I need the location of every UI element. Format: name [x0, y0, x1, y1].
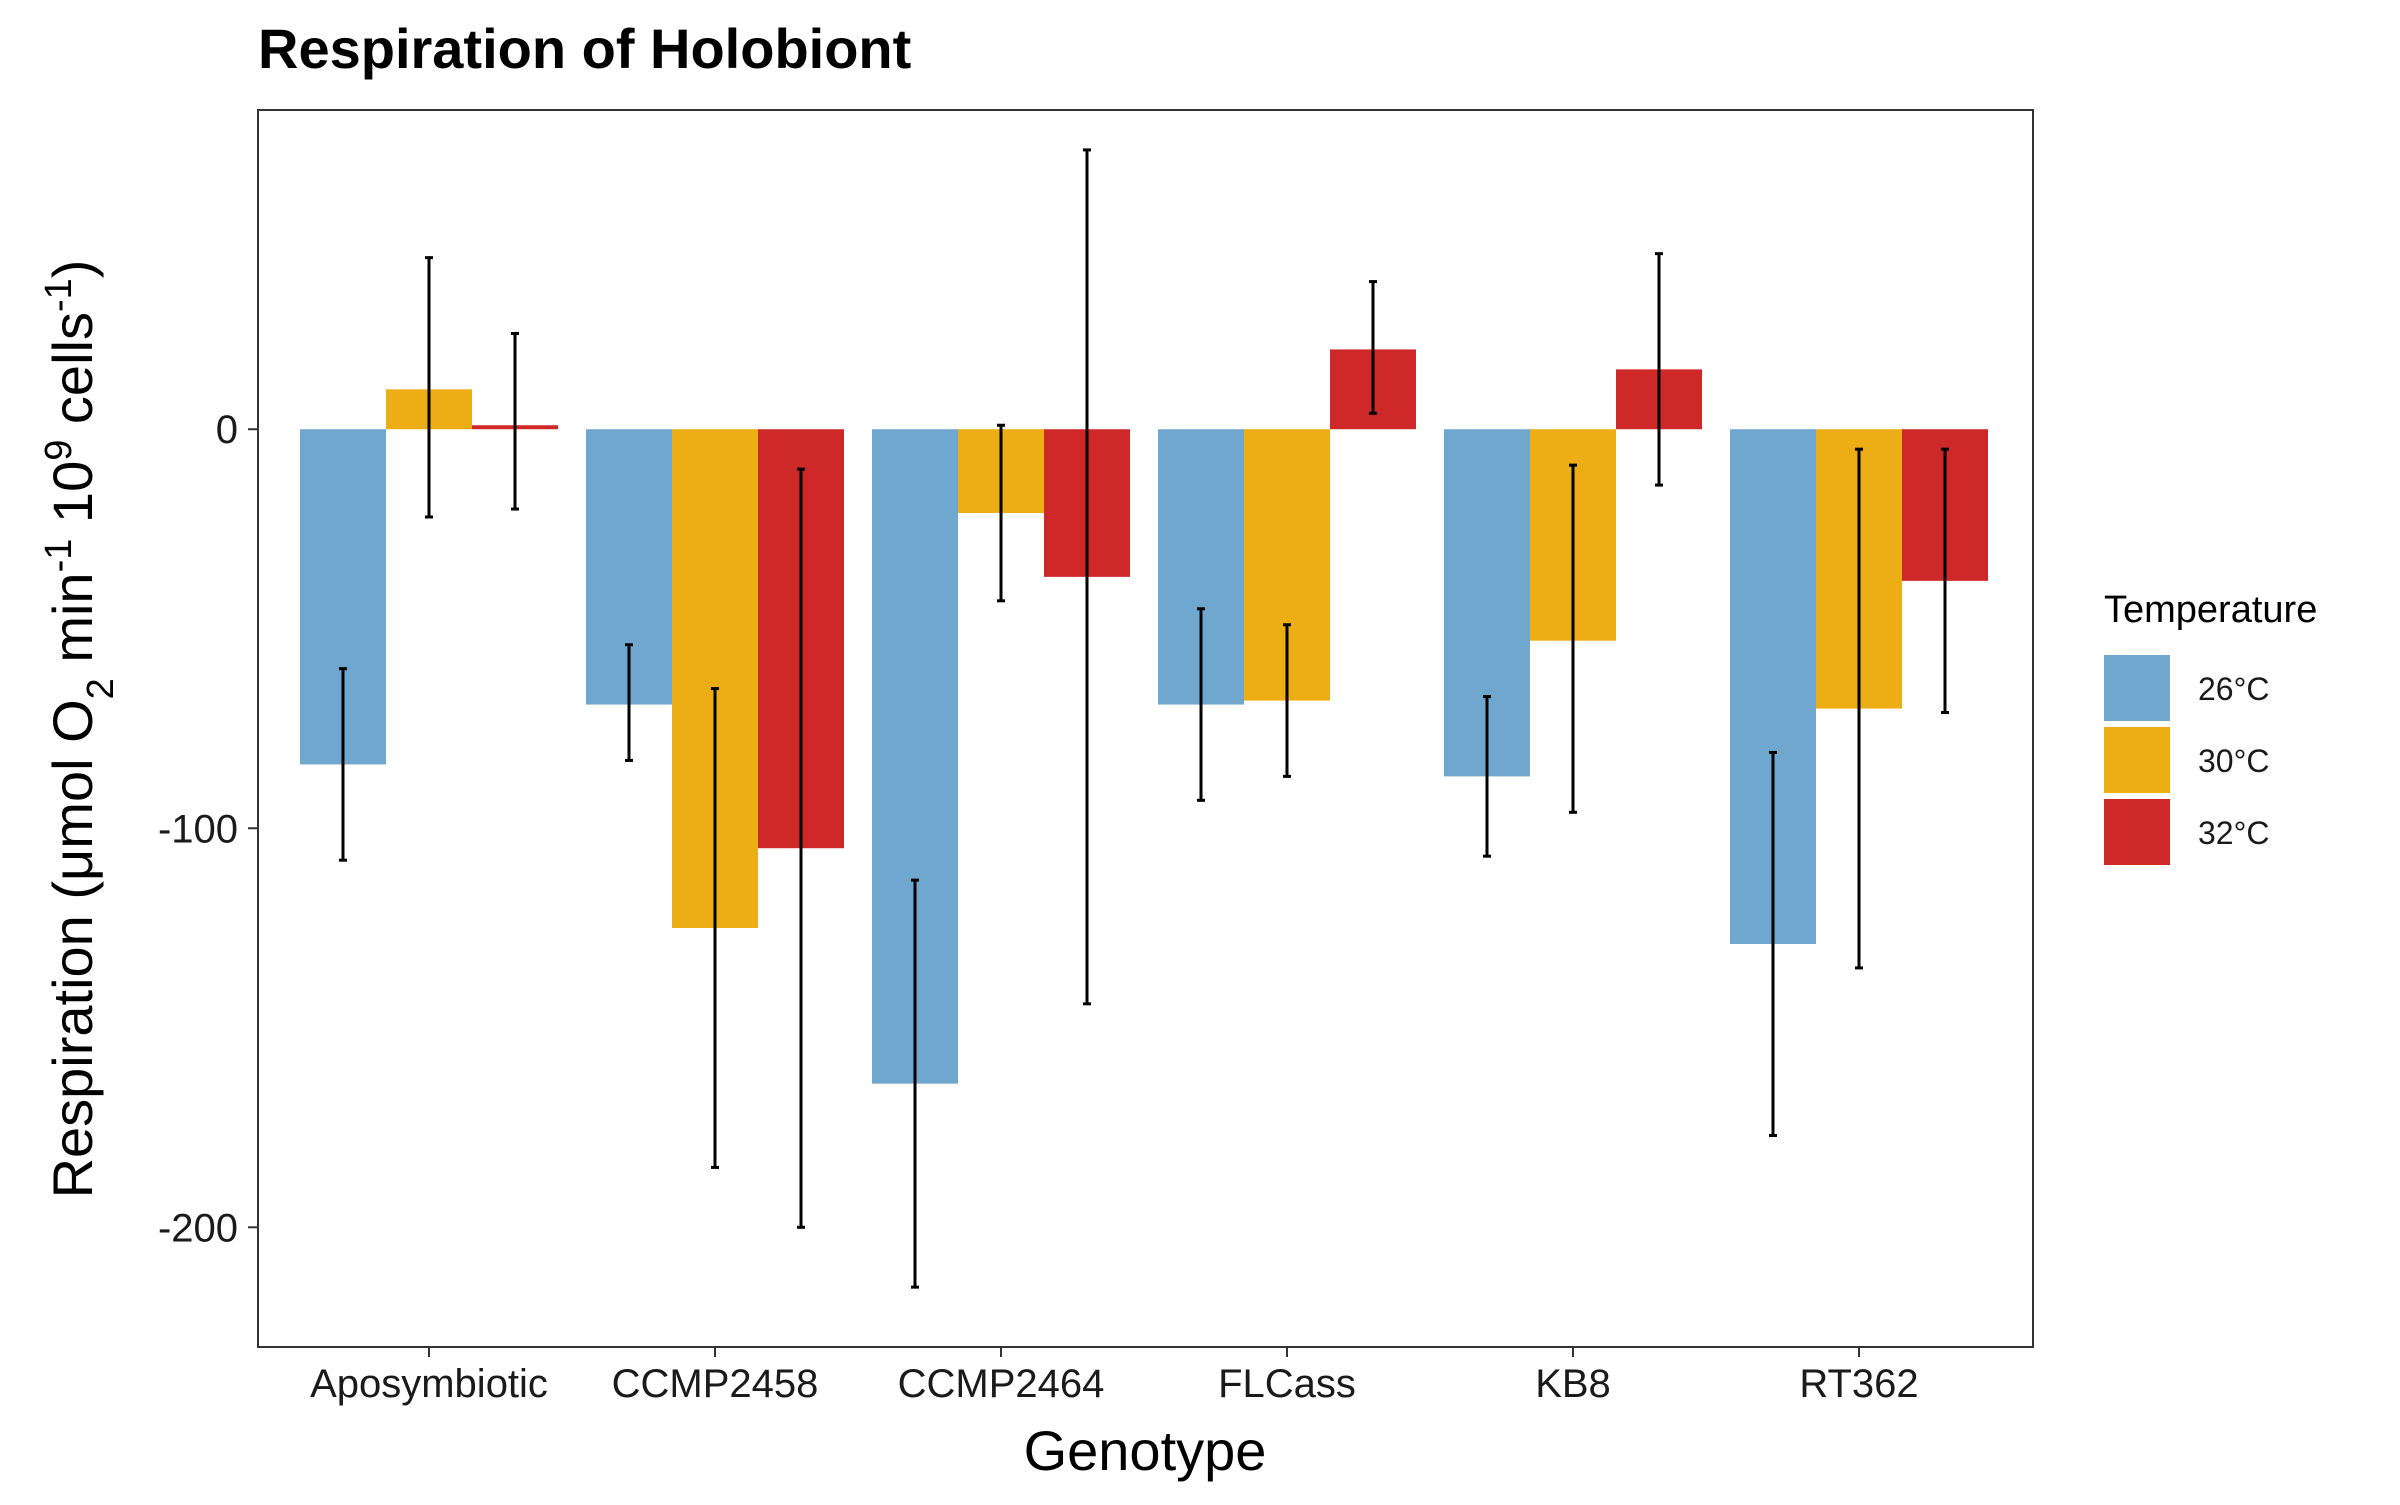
- error-bar: [1083, 148, 1091, 1006]
- legend-item: 32°C: [2104, 799, 2270, 865]
- error-bar: [625, 643, 633, 762]
- x-tick-label: FLCass: [1218, 1362, 1356, 1406]
- error-bar: [1483, 695, 1491, 858]
- y-axis: 0 -100 -200: [158, 408, 258, 1250]
- error-bar: [1569, 463, 1577, 814]
- y-tick-label: -100: [158, 807, 238, 851]
- chart-title: Respiration of Holobiont: [258, 17, 911, 80]
- error-bar: [339, 667, 347, 862]
- legend-item: 26°C: [2104, 655, 2270, 721]
- x-tick-label: RT362: [1799, 1362, 1918, 1406]
- error-bar: [711, 687, 719, 1169]
- x-axis: Aposymbiotic CCMP2458 CCMP2464 FLCass KB8 RT3…: [310, 1347, 1919, 1406]
- error-bar: [1855, 447, 1863, 970]
- x-tick-label: CCMP2464: [898, 1362, 1105, 1406]
- x-tick-label: KB8: [1535, 1362, 1611, 1406]
- error-bar: [1283, 623, 1291, 778]
- error-bar: [511, 331, 519, 511]
- y-tick-label: -200: [158, 1206, 238, 1250]
- legend-label: 26°C: [2198, 671, 2270, 707]
- y-axis-title: Respiration (μmol O2 min-1 109 cells-1): [38, 260, 122, 1199]
- error-bar: [425, 256, 433, 519]
- error-bar: [1941, 447, 1949, 715]
- legend-label: 32°C: [2198, 815, 2270, 851]
- legend-item: 30°C: [2104, 727, 2270, 793]
- error-bar: [997, 423, 1005, 603]
- error-bar: [797, 467, 805, 1229]
- error-bar: [911, 878, 919, 1289]
- x-tick-label: Aposymbiotic: [310, 1362, 548, 1406]
- legend-swatch: [2104, 655, 2170, 721]
- error-bar: [1769, 750, 1777, 1138]
- legend-swatch: [2104, 727, 2170, 793]
- legend-swatch: [2104, 799, 2170, 865]
- errorbars-layer: [339, 148, 1949, 1289]
- x-axis-title: Genotype: [1024, 1419, 1267, 1482]
- error-bar: [1197, 607, 1205, 802]
- legend: Temperature 26°C 30°C 32°C: [2104, 589, 2317, 865]
- y-tick-label: 0: [216, 408, 238, 452]
- x-tick-label: CCMP2458: [612, 1362, 819, 1406]
- legend-label: 30°C: [2198, 743, 2270, 779]
- error-bar: [1655, 252, 1663, 487]
- error-bar: [1369, 280, 1377, 415]
- legend-title: Temperature: [2104, 589, 2317, 631]
